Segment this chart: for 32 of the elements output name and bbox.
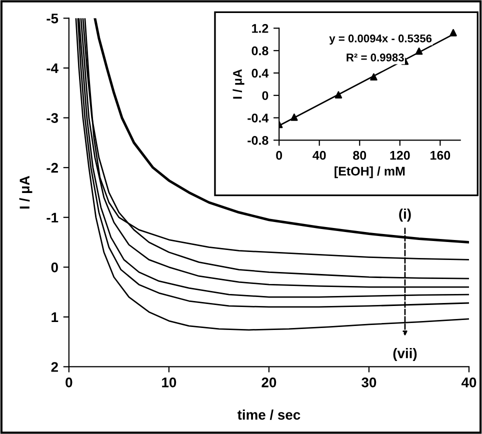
annotation: y = 0.0094x - 0.5356 <box>329 34 432 45</box>
x-tick-label: 10 <box>162 378 176 388</box>
x-tick-label: 0 <box>66 378 72 388</box>
annotation: (i) <box>399 208 411 222</box>
y-tick-label: -2 <box>46 162 58 173</box>
y-tick-label: 2 <box>51 362 58 372</box>
y-axis-title: I / μA <box>232 69 244 99</box>
x-axis-title: [EtOH] / mM <box>334 166 405 178</box>
x-tick-label: 120 <box>390 150 410 160</box>
annotation: R² = 0.9983 <box>346 54 404 62</box>
y-axis-title: I / μA <box>19 176 32 209</box>
y-tick-label: 0.4 <box>252 68 269 78</box>
y-tick-label: 0.8 <box>252 46 268 56</box>
x-tick-label: 40 <box>461 378 476 388</box>
y-tick-label: -1 <box>46 212 58 222</box>
x-tick-label: 20 <box>262 378 276 388</box>
y-tick-label: -4 <box>46 63 58 74</box>
y-tick-label: 1.2 <box>252 24 268 33</box>
y-tick-label: 1 <box>52 312 58 322</box>
x-tick-label: 80 <box>353 150 366 160</box>
y-tick-label: -0.8 <box>248 136 268 145</box>
y-tick-label: 0 <box>262 91 268 100</box>
annotation: (vii) <box>393 348 417 362</box>
y-tick-label: 0 <box>51 262 58 272</box>
x-tick-label: 0 <box>276 150 282 160</box>
y-tick-label: -5 <box>46 14 58 24</box>
x-tick-label: 40 <box>312 150 326 160</box>
x-axis-title: time / sec <box>237 410 300 420</box>
y-tick-label: -3 <box>46 113 58 123</box>
x-tick-label: 160 <box>430 150 450 160</box>
y-tick-label: -0.4 <box>248 114 269 122</box>
x-tick-label: 30 <box>362 378 376 388</box>
